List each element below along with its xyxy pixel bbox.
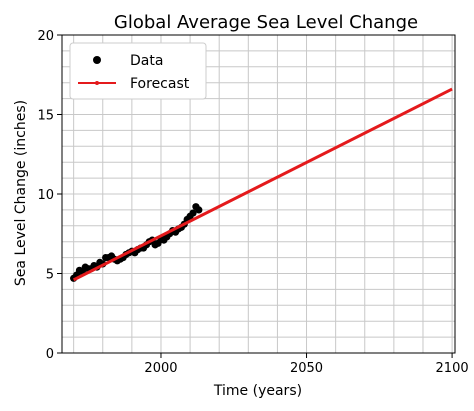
x-axis-label: Time (years) — [213, 383, 302, 399]
grid — [62, 34, 455, 354]
legend-marker-data — [93, 56, 101, 64]
data-point — [189, 209, 197, 217]
ticks: 2000 2050 2100 0 5 10 15 20 — [37, 29, 468, 376]
legend-marker-forecast — [95, 81, 99, 85]
y-axis-label: Sea Level Change (inches) — [13, 100, 29, 286]
data-point — [195, 206, 203, 214]
x-tick-label: 2100 — [436, 361, 469, 376]
legend-box — [69, 42, 207, 100]
y-tick-label: 15 — [37, 109, 54, 124]
x-tick-label: 2000 — [144, 361, 177, 376]
legend-label-data: Data — [130, 53, 163, 69]
chart-title: Global Average Sea Level Change — [114, 12, 418, 33]
plot-data — [70, 87, 453, 282]
legend: Data Forecast — [69, 42, 207, 100]
y-tick-label: 5 — [46, 268, 54, 283]
forecast-line — [72, 87, 453, 282]
y-tick-label: 20 — [37, 29, 54, 44]
legend-label-forecast: Forecast — [130, 76, 190, 92]
y-tick-label: 10 — [37, 188, 54, 203]
y-tick-label: 0 — [46, 347, 54, 362]
x-tick-label: 2050 — [290, 361, 323, 376]
